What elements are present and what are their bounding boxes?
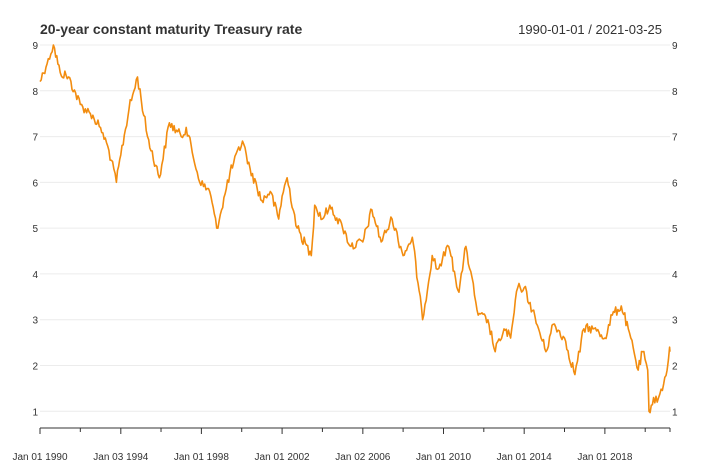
y-tick-label-right: 8 (672, 87, 678, 98)
x-tick-label: Jan 01 2018 (577, 452, 632, 463)
y-tick-label-left: 4 (32, 270, 38, 281)
y-axis-left: 1 2 3 4 5 6 7 8 9 (32, 41, 38, 418)
y-tick-label-right: 6 (672, 178, 678, 189)
y-tick-label-left: 7 (32, 133, 38, 144)
y-tick-label-left: 6 (32, 178, 38, 189)
y-tick-label-right: 5 (672, 224, 678, 235)
x-tick-label: Jan 01 1998 (174, 452, 229, 463)
y-tick-label-right: 7 (672, 133, 678, 144)
x-axis: Jan 01 1990 Jan 03 1994 Jan 01 1998 Jan 01 … (12, 427, 671, 463)
y-tick-label-left: 9 (32, 41, 38, 52)
y-tick-label-right: 4 (672, 270, 678, 281)
y-tick-label-right: 1 (672, 407, 678, 418)
date-range-label: 1990-01-01 / 2021-03-25 (518, 22, 662, 37)
chart-title: 20-year constant maturity Treasury rate (40, 21, 302, 37)
y-tick-label-right: 9 (672, 41, 678, 52)
y-tick-label-left: 8 (32, 87, 38, 98)
x-tick-label: Jan 01 2002 (255, 452, 310, 463)
y-tick-label-right: 2 (672, 361, 678, 372)
y-tick-label-left: 3 (32, 316, 38, 327)
y-axis-right: 1 2 3 4 5 6 7 8 9 (672, 41, 678, 418)
y-tick-label-right: 3 (672, 316, 678, 327)
y-tick-label-left: 5 (32, 224, 38, 235)
series-layer (39, 44, 671, 414)
x-tick-label: Jan 01 2014 (497, 452, 552, 463)
x-tick-label: Jan 02 2006 (335, 452, 390, 463)
y-tick-label-left: 1 (32, 407, 38, 418)
y-tick-label-left: 2 (32, 361, 38, 372)
x-tick-label: Jan 01 1990 (12, 452, 67, 463)
x-tick-label: Jan 01 2010 (416, 452, 471, 463)
series-line (39, 44, 671, 414)
grid-lines (40, 44, 670, 412)
x-tick-label: Jan 03 1994 (93, 452, 148, 463)
